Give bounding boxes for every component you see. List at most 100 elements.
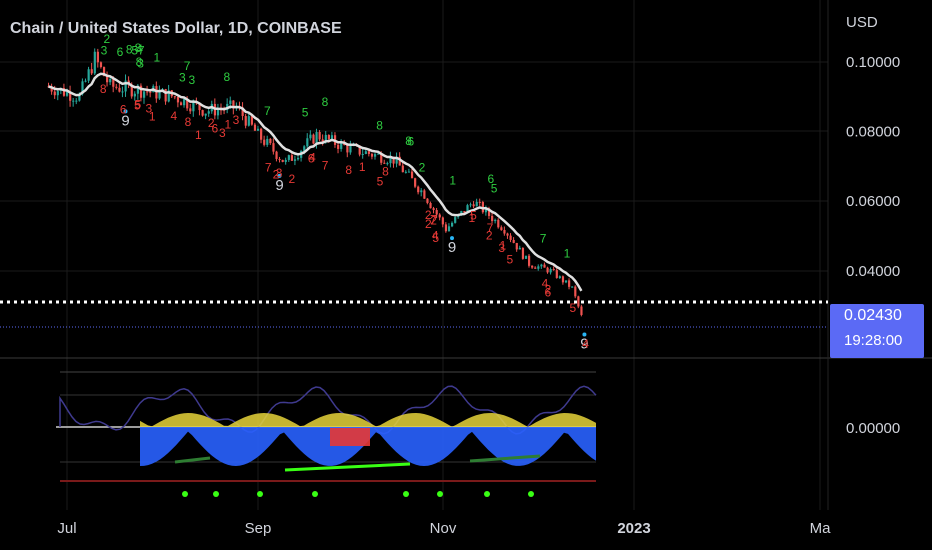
td-count-label: 5 (470, 209, 477, 223)
osc-red-area (330, 428, 370, 446)
candle-body (183, 99, 186, 106)
candle-body (435, 210, 438, 215)
candle-body (201, 110, 204, 116)
candle-body (447, 226, 451, 232)
candle-body (241, 107, 244, 117)
candle-body (555, 270, 558, 278)
ema-line (48, 72, 583, 292)
candle-body (192, 101, 195, 112)
candle-body (315, 132, 318, 144)
td-count-label: 5 (131, 44, 138, 58)
candle-body (524, 255, 528, 259)
osc-divergence-line (174, 456, 211, 464)
candle-body (306, 138, 309, 147)
candle-body (528, 255, 531, 266)
candle-body (62, 88, 66, 96)
candle-body (398, 156, 401, 166)
candle-body (361, 153, 364, 155)
td-count-label: 1 (359, 160, 366, 174)
candle-body (275, 151, 278, 159)
osc-divergence-line (469, 454, 541, 463)
candle-body (139, 85, 143, 98)
candle-body (253, 124, 257, 131)
candle-body (136, 85, 140, 94)
candle-body (130, 84, 133, 97)
td-count-label: 4 (309, 150, 316, 164)
td-count-label: 6 (120, 102, 127, 116)
candle-body (540, 264, 543, 267)
td-count-label: 6 (408, 135, 415, 149)
candle-body (244, 116, 247, 126)
x-axis[interactable]: Jul Sep Nov 2023 Ma (57, 520, 831, 537)
td-count-label: 8 (100, 82, 107, 96)
candle-body (410, 171, 414, 179)
candle-body (232, 100, 235, 109)
td-count-label: 3 (498, 241, 505, 255)
candle-body (216, 109, 220, 116)
td-count-label: 7 (487, 221, 494, 235)
candle-body (571, 286, 574, 288)
td-count-label: 2 (545, 282, 552, 296)
candle-body (189, 108, 192, 112)
candle-body (441, 217, 444, 225)
candle-body (549, 269, 552, 273)
td-count-label: 4 (136, 42, 143, 56)
candles (47, 48, 583, 317)
td-count-label: 3 (233, 113, 240, 127)
td-count-label: 3 (188, 73, 195, 87)
candle-body (324, 134, 327, 143)
candle-body (121, 91, 124, 93)
td-marker-dot (450, 236, 454, 241)
candle-body (491, 215, 494, 222)
candle-body (580, 306, 583, 315)
td-marker-dot (582, 332, 587, 337)
candle-body (90, 69, 93, 74)
td-count-label: 6 (212, 121, 219, 135)
td-count-label: 5 (432, 231, 439, 245)
candle-body (429, 202, 432, 209)
candle-body (256, 128, 260, 131)
td-marker-dot (277, 173, 282, 178)
candle-body (318, 132, 321, 140)
candle-body (337, 144, 340, 149)
td-count-label: 1 (500, 238, 507, 252)
td-count-label: 3 (101, 43, 108, 57)
td-count-label: 2 (430, 214, 437, 228)
td-count-label: 5 (302, 105, 309, 119)
candle-body (423, 190, 426, 199)
candle-body (281, 159, 284, 162)
candle-body (99, 62, 103, 68)
td-marker-dot (123, 109, 128, 114)
y-axis[interactable]: 0.10000 0.08000 0.06000 0.04000 (846, 54, 900, 280)
countdown-timer: 19:28:00 (844, 332, 903, 349)
td-count-label: 1 (224, 117, 231, 131)
candle-body (263, 139, 266, 145)
td-count-label: 8 (322, 95, 329, 109)
candle-body (198, 103, 201, 111)
td-count-label: 7 (265, 160, 272, 174)
candle-body (72, 100, 75, 102)
chart-title: Chain / United States Dollar, 1D, COINBA… (10, 20, 342, 37)
td-count-label: 2 (425, 217, 432, 231)
candle-body (367, 151, 371, 154)
candle-body (158, 91, 161, 99)
candle-body (321, 139, 324, 143)
y-tick-label: 0.08000 (846, 124, 900, 141)
candle-body (312, 134, 315, 144)
candle-body (401, 165, 404, 173)
candle-body (330, 135, 334, 139)
td-count-label: 2 (208, 116, 215, 130)
candle-body (164, 89, 167, 102)
candle-body (420, 190, 423, 193)
osc-signal-dot (528, 491, 534, 497)
candle-body (494, 219, 497, 222)
candle-body (186, 99, 189, 109)
osc-signal-dot (213, 491, 219, 497)
candle-body (392, 156, 395, 164)
candle-body (75, 100, 78, 102)
candle-body (349, 145, 352, 153)
osc-signal-dot (484, 491, 490, 497)
candle-body (260, 128, 263, 140)
